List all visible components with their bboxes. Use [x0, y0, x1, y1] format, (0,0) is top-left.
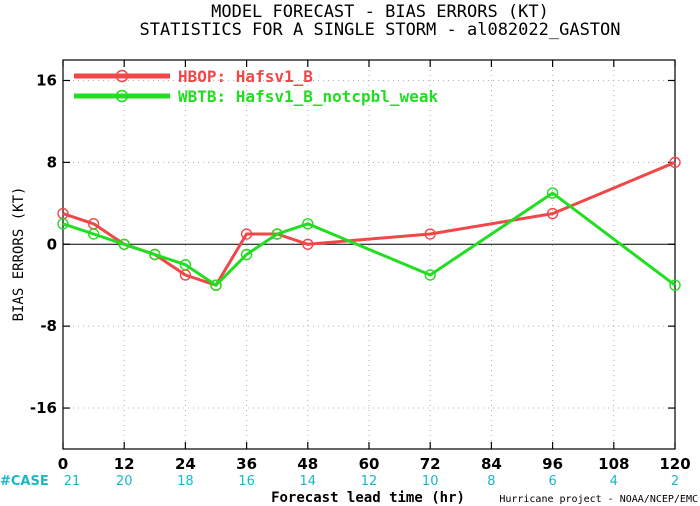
case-count: 8 — [487, 474, 495, 489]
series-2-point — [149, 248, 161, 261]
y-tick-label: 8 — [47, 153, 57, 171]
y-axis-ticks: 16 8 0 -8 -16 — [30, 71, 675, 417]
series-2-point — [302, 218, 314, 230]
case-count: 4 — [610, 474, 618, 489]
case-count: 18 — [177, 474, 194, 489]
y-axis-label: BIAS ERRORS (KT) — [11, 187, 27, 322]
chart-subtitle: STATISTICS FOR A SINGLE STORM - al082022… — [139, 20, 620, 40]
series-2-point — [240, 248, 253, 261]
case-count: 12 — [361, 474, 378, 489]
x-tick-label: 24 — [175, 455, 196, 473]
series-layer — [57, 156, 681, 291]
series-2-point — [669, 279, 681, 291]
x-tick-label: 108 — [598, 455, 629, 473]
series-2-point — [87, 228, 100, 240]
series-1-point — [302, 238, 314, 250]
case-counts: 21 20 18 16 14 12 10 8 6 4 2 — [64, 474, 679, 489]
series-2 — [57, 187, 681, 291]
x-axis-ticks: 0 12 24 36 48 60 72 84 96 108 120 — [58, 60, 691, 473]
credit-text: Hurricane project - NOAA/NCEP/EMC — [499, 494, 698, 505]
x-axis-label: Forecast lead time (hr) — [271, 490, 465, 506]
case-count: 21 — [64, 474, 81, 489]
series-1-point — [669, 156, 681, 169]
case-count: 16 — [238, 474, 255, 489]
y-tick-label: 0 — [47, 235, 57, 253]
grid-lines — [63, 60, 675, 449]
case-count-label: #CASE — [0, 474, 49, 489]
x-tick-label: 84 — [481, 455, 502, 473]
series-2-point — [546, 187, 559, 199]
series-1-line — [62, 161, 676, 287]
series-2-point — [57, 218, 69, 230]
series-2-point — [179, 259, 192, 271]
legend-label-2: WBTB: Hafsv1_B_notcpbl_weak — [178, 87, 438, 106]
legend-marker-2 — [115, 89, 129, 103]
case-count: 14 — [300, 474, 317, 489]
y-tick-label: -8 — [40, 317, 57, 335]
x-tick-label: 48 — [297, 455, 318, 473]
series-2-point — [210, 279, 222, 291]
x-tick-label: 120 — [659, 455, 690, 473]
series-2-point — [118, 238, 130, 250]
series-2-point — [271, 228, 283, 240]
y-tick-label: 16 — [36, 71, 57, 89]
case-count: 20 — [116, 474, 133, 489]
x-tick-label: 72 — [420, 455, 441, 473]
legend-marker-1 — [115, 69, 129, 83]
x-tick-label: 36 — [236, 455, 257, 473]
series-1-point — [240, 228, 253, 240]
case-count: 10 — [422, 474, 439, 489]
series-2-point — [424, 269, 436, 281]
series-1-point — [424, 228, 436, 240]
case-count: 6 — [548, 474, 556, 489]
legend-label-1: HBOP: Hafsv1_B — [178, 67, 313, 86]
chart-title: MODEL FORECAST - BIAS ERRORS (KT) — [211, 2, 549, 22]
series-1-point — [546, 207, 559, 220]
case-count: 2 — [671, 474, 679, 489]
x-tick-label: 60 — [359, 455, 380, 473]
x-tick-label: 0 — [58, 455, 68, 473]
x-tick-label: 12 — [114, 455, 135, 473]
y-tick-label: -16 — [30, 399, 57, 417]
x-tick-label: 96 — [542, 455, 563, 473]
